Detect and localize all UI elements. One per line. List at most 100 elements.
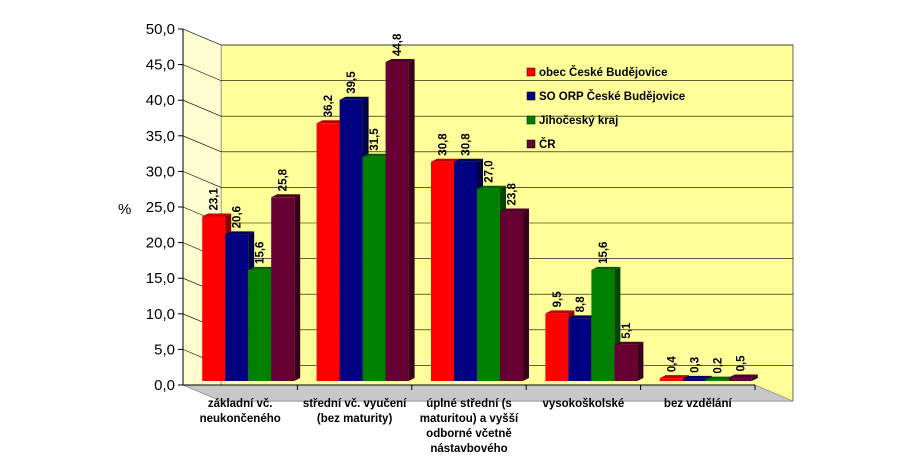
- data-label: 36,2: [323, 95, 335, 117]
- data-label: 9,5: [552, 291, 564, 308]
- bar: [271, 194, 301, 381]
- bar-side: [408, 59, 415, 382]
- y-tick-label: 50,0: [146, 21, 175, 38]
- bar-front: [339, 99, 363, 381]
- bar-front: [728, 377, 752, 381]
- data-label: 0,4: [666, 356, 678, 373]
- bar: [614, 341, 644, 381]
- bar-side: [637, 341, 644, 381]
- bar-top: [545, 310, 575, 314]
- data-label: 30,8: [461, 133, 473, 156]
- x-category-label: vysokoškolské: [542, 398, 624, 410]
- legend-swatch: [526, 139, 536, 149]
- bar-top: [568, 315, 598, 319]
- bar-top: [728, 374, 758, 378]
- bar-top: [362, 153, 392, 157]
- bar-front: [545, 313, 569, 381]
- bar-front: [500, 211, 523, 381]
- bar-front: [316, 123, 340, 382]
- bar-top: [339, 96, 369, 100]
- bar-front: [225, 234, 249, 381]
- bar-top: [248, 266, 278, 270]
- bar-side: [523, 208, 529, 381]
- legend-label: obec České Budějovice: [539, 66, 667, 79]
- bar-front: [454, 161, 477, 381]
- bar-top: [477, 185, 506, 189]
- bar-front: [568, 318, 592, 381]
- gridline: [182, 99, 793, 117]
- bars: [202, 59, 758, 382]
- y-tick-label: 10,0: [146, 306, 175, 323]
- bar-front: [659, 378, 683, 381]
- gridline: [182, 28, 793, 46]
- bar-front: [705, 379, 729, 381]
- bar-top: [431, 158, 460, 162]
- data-label: 31,5: [369, 128, 381, 151]
- bar-top: [591, 266, 621, 270]
- bar-top: [271, 194, 301, 198]
- y-tick-label: 45,0: [146, 57, 175, 74]
- gridline: [182, 64, 793, 81]
- bar-front: [682, 378, 706, 381]
- y-tick-label: 20,0: [146, 235, 175, 252]
- x-category-label: základní vč. neukončeného: [200, 398, 281, 425]
- data-label: 20,6: [232, 206, 244, 228]
- x-category-label: bez vzdělání: [664, 398, 733, 410]
- data-labels: 23,1 20,6 15,6 25,8 36,2 39,5 31,5 44,8 30,8 30,8…: [209, 33, 748, 374]
- data-label: 0,5: [735, 355, 747, 372]
- data-label: 15,6: [598, 242, 610, 264]
- bar-front: [271, 197, 295, 381]
- bar-top: [659, 375, 689, 379]
- bar-front: [614, 344, 638, 381]
- bar-front: [362, 156, 386, 381]
- legend-label: SO ORP České Budějovice: [539, 90, 685, 103]
- data-label: 39,5: [346, 71, 358, 94]
- bar-top: [614, 341, 644, 345]
- data-label: 15,6: [255, 242, 267, 264]
- bar: [385, 59, 415, 382]
- axes: [178, 28, 756, 390]
- bar-front: [591, 269, 615, 381]
- data-label: 30,8: [438, 133, 450, 156]
- legend-swatch: [526, 67, 536, 77]
- x-category-labels: základní vč. neukončeného střední vč. vyuč…: [200, 398, 733, 455]
- data-label: 23,1: [209, 188, 221, 211]
- y-tick-label: 35,0: [146, 128, 175, 145]
- data-label: 25,8: [278, 168, 290, 191]
- x-category-label: střední vč. vyučení (bez maturity): [303, 398, 407, 425]
- bar-top: [500, 208, 529, 212]
- gridline: [182, 171, 793, 188]
- bar-side: [751, 374, 758, 381]
- bar-top: [682, 375, 712, 379]
- y-tick-label: 15,0: [146, 270, 175, 287]
- y-axis-label: %: [118, 201, 131, 218]
- bar-top: [225, 231, 255, 235]
- bar: [728, 374, 758, 381]
- bar-top: [316, 120, 346, 124]
- legend-swatch: [526, 115, 536, 125]
- y-tick-label: 25,0: [146, 199, 175, 216]
- data-label: 23,8: [507, 183, 519, 206]
- data-label: 0,3: [689, 357, 701, 373]
- data-label: 0,2: [712, 358, 724, 374]
- y-tick-label: 0,0: [154, 377, 175, 394]
- bar-top: [454, 158, 483, 162]
- data-label: 44,8: [392, 33, 404, 56]
- bar-front: [248, 269, 272, 381]
- gridline: [182, 135, 793, 153]
- legend-label: ČR: [539, 138, 556, 151]
- bar-top: [705, 376, 735, 380]
- bar-top: [385, 59, 415, 63]
- legend-label: Jihočeský kraj: [539, 115, 618, 127]
- data-label: 5,1: [621, 322, 633, 339]
- bar-front: [477, 188, 500, 381]
- bar: [500, 208, 529, 381]
- y-tick-label: 5,0: [154, 341, 175, 358]
- x-category-label: úplné střední (s maturitou) a vyšší odborn…: [420, 398, 519, 455]
- y-tick-label: 30,0: [146, 163, 175, 180]
- bar-front: [202, 216, 226, 381]
- y-tick-label: 40,0: [146, 92, 175, 109]
- bar-side: [294, 194, 301, 381]
- bar-front: [431, 161, 454, 381]
